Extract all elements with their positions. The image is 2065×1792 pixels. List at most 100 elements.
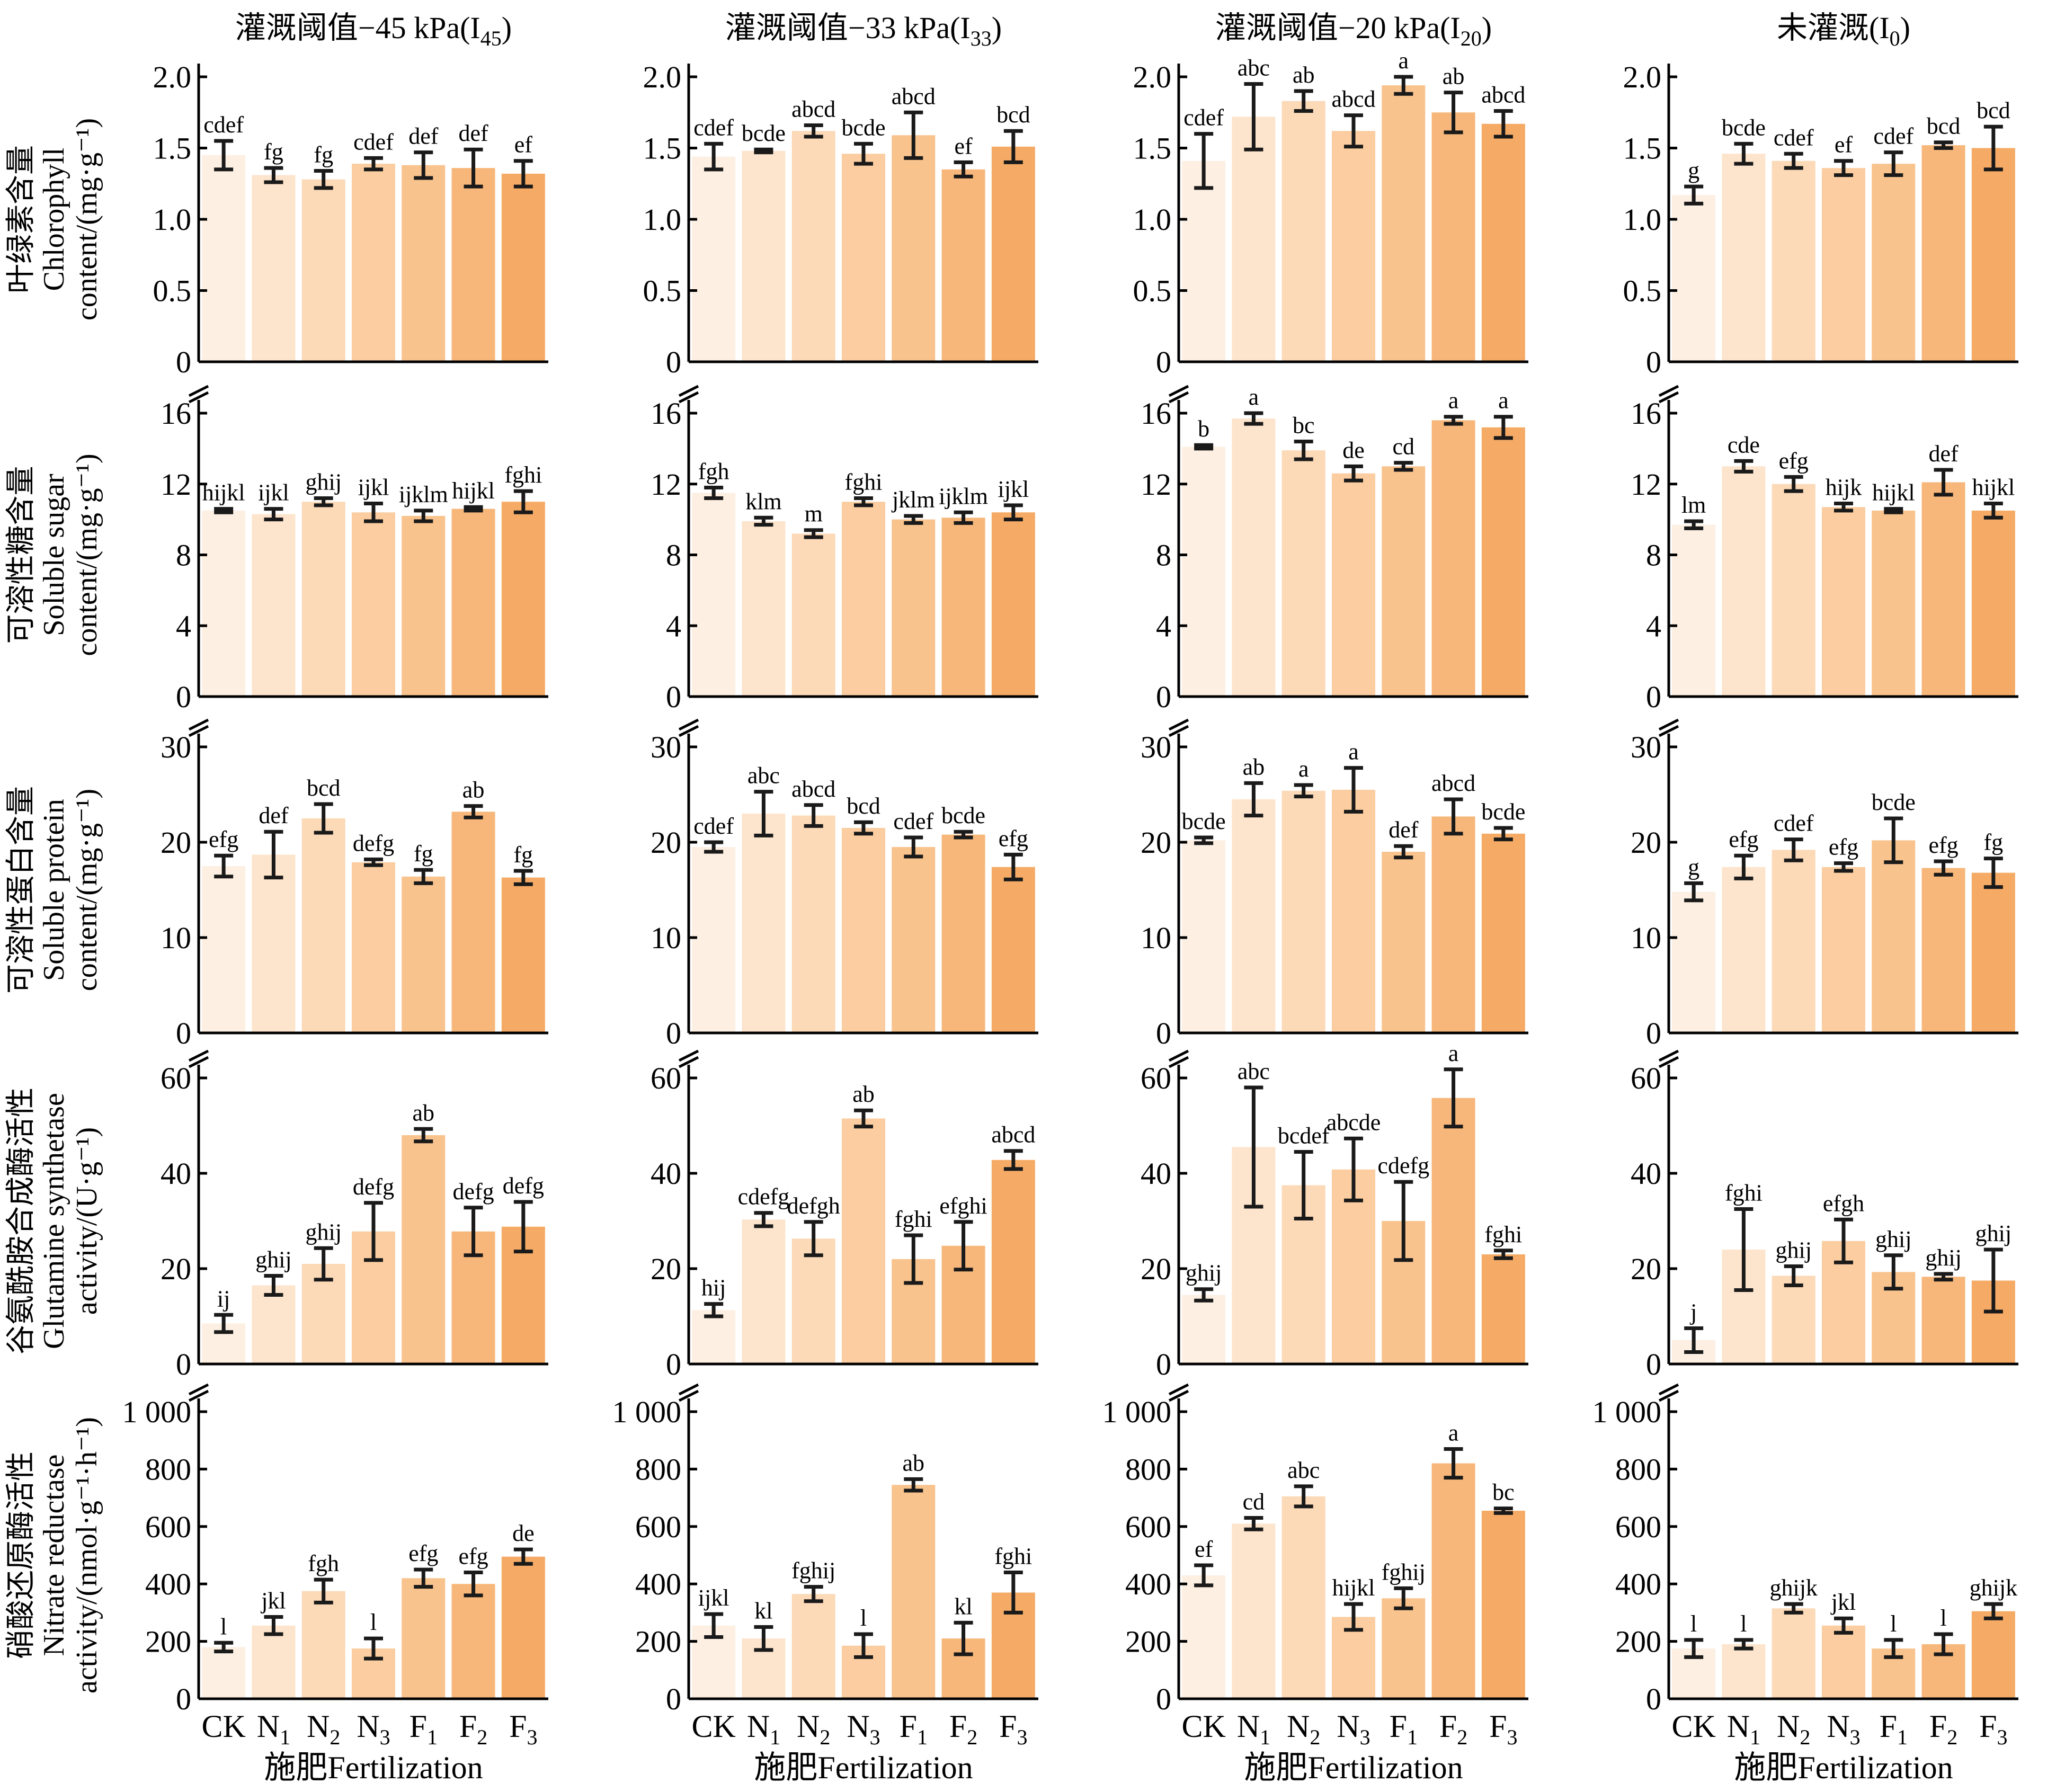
bar [1722, 466, 1766, 697]
significance-letter: def [1388, 817, 1419, 843]
bar [1872, 510, 1916, 697]
bar [1722, 1644, 1766, 1699]
significance-letter: bcde [1722, 114, 1766, 140]
x-tick-label: CK [201, 1709, 245, 1744]
bar [791, 815, 835, 1033]
y-axis-label: 谷氨酰胺合成酶活性 Glutamine synthetase activity/(U… [5, 1087, 103, 1354]
significance-letter: bcd [996, 102, 1030, 128]
axis-break [1658, 1383, 1679, 1396]
significance-letter: abcd [991, 1122, 1035, 1148]
y-tick-label: 0 [1646, 1016, 1661, 1050]
significance-letter: abcd [1331, 86, 1375, 112]
significance-letter: abcd [1431, 770, 1475, 796]
significance-letter: l [220, 1613, 227, 1639]
axis-break [678, 385, 699, 397]
bar [1182, 1575, 1226, 1699]
bar [1481, 833, 1525, 1033]
y-axis-label-line: content/(mg·g⁻¹) [70, 453, 103, 656]
y-tick-label: 0 [176, 1347, 191, 1381]
bar [1722, 154, 1766, 362]
significance-letter: ghij [1186, 1260, 1222, 1286]
significance-letter: jklm [891, 487, 935, 513]
significance-letter: efgh [1823, 1190, 1864, 1216]
axis-break [188, 1389, 209, 1402]
significance-letter: efg [1729, 826, 1758, 852]
bar [1672, 891, 1716, 1033]
y-axis-label: 叶绿素含量 Chlorophyll content/(mg·g⁻¹) [5, 118, 103, 320]
y-tick-label: 8 [1156, 538, 1171, 573]
significance-letter: cdef [1183, 105, 1224, 131]
significance-letter: klm [745, 488, 781, 514]
y-tick-label: 60 [161, 1061, 191, 1095]
axis-break [678, 718, 699, 731]
bar [501, 173, 545, 362]
x-tick-label: F2 [459, 1709, 487, 1749]
bar [941, 834, 985, 1033]
bar [1431, 1098, 1475, 1364]
significance-letter: l [1890, 1611, 1897, 1637]
y-tick-label: 0 [1646, 1347, 1661, 1381]
y-tick-label: 800 [145, 1452, 191, 1486]
y-axis-label-line: content/(mg·g⁻¹) [70, 118, 103, 320]
column-title: 灌溉阈值−20 kPa(I20) [1215, 11, 1492, 50]
axis-break [1168, 1056, 1189, 1068]
significance-letter: ijkl [998, 476, 1029, 502]
y-tick-label: 2.0 [643, 60, 682, 94]
significance-letter: cdef [1774, 124, 1814, 150]
axis-break [1168, 725, 1189, 737]
axis-break [1168, 385, 1189, 397]
axis-break [188, 725, 209, 737]
significance-letter: hij [701, 1275, 726, 1301]
significance-letter: cde [1728, 432, 1760, 458]
x-tick-label: CK [1181, 1709, 1225, 1744]
y-tick-label: 30 [651, 730, 681, 764]
bar [742, 814, 786, 1033]
bar [1481, 427, 1525, 697]
bar [1431, 1463, 1475, 1699]
bar [1921, 145, 1965, 362]
significance-letter: cd [1243, 1489, 1265, 1515]
bar [1971, 148, 2015, 362]
x-tick-label: F3 [1489, 1709, 1517, 1749]
y-tick-label: 60 [651, 1061, 681, 1095]
significance-letter: abcd [791, 776, 835, 802]
bar [301, 1591, 345, 1699]
significance-letter: cdef [353, 129, 394, 155]
y-tick-label: 0 [1646, 345, 1661, 379]
bar [842, 154, 885, 362]
x-axis-title: 施肥Fertilization [264, 1750, 483, 1785]
y-tick-label: 12 [1141, 467, 1171, 502]
y-tick-label: 12 [651, 467, 681, 502]
significance-letter: cdef [1873, 123, 1913, 149]
bar [842, 502, 885, 697]
significance-letter: bcd [847, 793, 880, 819]
significance-letter: ijkl [698, 1585, 729, 1611]
y-tick-label: 200 [635, 1625, 681, 1659]
significance-letter: a [1498, 388, 1509, 414]
y-tick-label: 40 [161, 1156, 191, 1191]
significance-letter: ef [1835, 132, 1853, 158]
axis-break [188, 1049, 209, 1062]
bar [1481, 1254, 1525, 1364]
axis-break [1658, 718, 1679, 731]
y-tick-label: 8 [666, 538, 681, 573]
significance-letter: hijkl [1972, 475, 2015, 501]
bar [451, 1584, 495, 1699]
bar [1921, 868, 1965, 1033]
significance-letter: ijkl [258, 480, 289, 506]
y-axis-label-line: activity/(U·g⁻¹) [70, 1127, 103, 1315]
significance-letter: def [408, 123, 439, 149]
significance-letter: fgh [308, 1550, 339, 1576]
y-tick-label: 0 [176, 680, 191, 714]
bar [1672, 195, 1716, 362]
y-axis-label-line: Soluble sugar [38, 474, 70, 636]
bar [1232, 799, 1276, 1033]
significance-letter: fg [514, 842, 533, 868]
x-tick-label: N1 [747, 1709, 780, 1749]
y-tick-label: 800 [635, 1452, 681, 1486]
panel: j fghi ghij efgh ghij ghij ghij 0 20 40 60 [1631, 1049, 2018, 1381]
bar [1281, 450, 1325, 697]
significance-letter: bcde [941, 803, 985, 828]
